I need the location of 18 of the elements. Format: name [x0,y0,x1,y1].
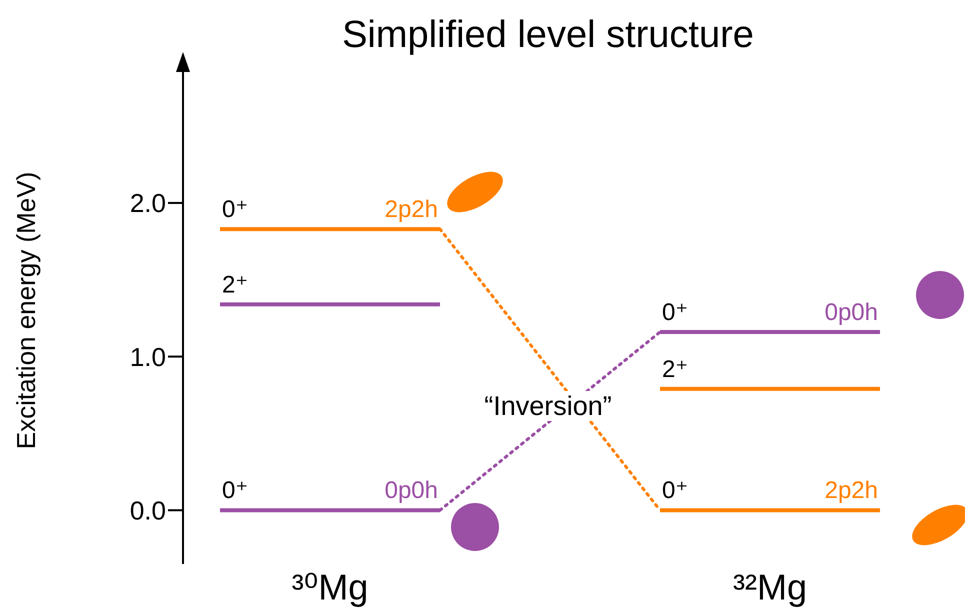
series-label: 0⁺ [222,477,248,504]
x-tick-label: ³²Mg [733,566,807,608]
y-tick-label: 0.0 [130,495,166,526]
series-label: 2⁺ [222,271,248,298]
annotation: 0p0h [824,299,878,326]
annotation: “Inversion” [480,391,616,421]
y-tick-label: 2.0 [130,188,166,218]
y-tick-label: 1.0 [130,342,166,372]
series-label: 0⁺ [222,196,248,224]
chart-title: Simplified level structure [341,14,755,57]
annotation: 0p0h [384,477,438,504]
annotation: 2p2h [384,196,438,224]
x-tick-label: ³⁰Mg [292,566,368,608]
annotation: 2p2h [824,477,878,504]
series-label: 0⁺ [662,477,688,504]
series-label: 2⁺ [662,356,688,383]
series-label: 0⁺ [662,299,688,326]
y-axis-title: Excitation energy (MeV) [11,172,42,450]
